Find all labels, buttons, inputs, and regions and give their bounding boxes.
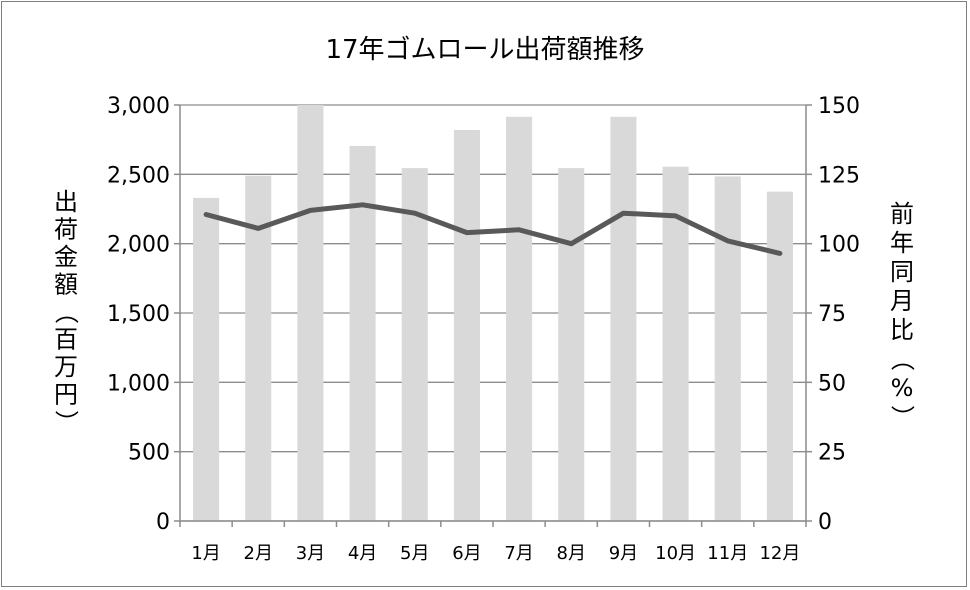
x-tick-label: 6月 <box>452 543 481 564</box>
right-tick-label: 125 <box>818 163 860 188</box>
bar-series <box>193 105 793 522</box>
left-axis-tick-labels: 0 500 1,000 1,500 2,000 2,500 3,000 <box>107 94 170 535</box>
series-line <box>203 202 783 256</box>
axis-label-char: ） <box>888 405 916 429</box>
x-tick-label: 12月 <box>759 543 800 564</box>
axis-label-char: 円 <box>54 381 78 409</box>
axes <box>174 104 812 527</box>
gridlines <box>180 104 806 522</box>
right-axis-tick-labels: 0 25 50 75 100 125 150 <box>818 94 860 535</box>
bar <box>453 129 480 521</box>
right-tick-label: 150 <box>818 94 860 119</box>
bar <box>714 176 741 521</box>
bar <box>401 168 428 522</box>
axis-label-char: 万 <box>54 353 78 381</box>
x-axis-tick-labels: 1月 2月 3月 4月 5月 6月 7月 8月 9月 10月 11月 12月 <box>191 543 800 564</box>
x-tick-label: 1月 <box>191 543 220 564</box>
right-tick-label: 75 <box>818 302 846 327</box>
right-tick-label: 50 <box>818 371 846 396</box>
right-tick-label: 25 <box>818 441 846 466</box>
x-tick-label: 5月 <box>400 543 429 564</box>
left-tick-label: 1,000 <box>107 371 170 396</box>
x-tick-label: 8月 <box>557 543 586 564</box>
axis-label-char: （ <box>888 347 916 371</box>
bar <box>558 168 585 522</box>
bar <box>193 197 220 521</box>
bar <box>245 175 272 521</box>
axis-label-char: 額 <box>54 271 78 299</box>
left-tick-label: 1,500 <box>107 302 170 327</box>
axis-label-char: 前 <box>890 200 914 228</box>
axis-label-char: 出 <box>54 188 78 216</box>
left-tick-label: 500 <box>128 441 170 466</box>
x-tick-label: 9月 <box>609 543 638 564</box>
axis-label-char: % <box>891 374 914 402</box>
axis-label-char: 荷 <box>54 216 78 244</box>
axis-label-char: 百 <box>54 326 78 354</box>
bar <box>662 166 689 521</box>
x-tick-label: 7月 <box>504 543 533 564</box>
axis-label-char: （ <box>52 300 80 324</box>
bar <box>506 116 533 521</box>
axis-label-char: 月 <box>890 287 914 315</box>
left-tick-label: 0 <box>156 510 170 535</box>
axis-label-char: 年 <box>890 229 914 257</box>
axis-label-char: 同 <box>890 258 914 286</box>
bar <box>766 191 793 521</box>
chart-title: 17年ゴムロール出荷額推移 <box>325 35 644 65</box>
axis-label-char: 金 <box>54 243 78 271</box>
left-tick-label: 2,500 <box>107 163 170 188</box>
x-tick-label: 2月 <box>244 543 273 564</box>
right-tick-label: 100 <box>818 233 860 258</box>
line-series <box>203 202 783 256</box>
bar <box>297 105 324 521</box>
x-tick-label: 11月 <box>707 543 748 564</box>
axis-label-char: 比 <box>890 316 914 344</box>
bar <box>610 116 637 521</box>
bar <box>349 145 376 521</box>
x-tick-label: 3月 <box>296 543 325 564</box>
right-tick-label: 0 <box>818 510 832 535</box>
x-tick-label: 10月 <box>655 543 696 564</box>
x-tick-label: 4月 <box>348 543 377 564</box>
axis-label-char: ） <box>52 410 80 434</box>
left-tick-label: 3,000 <box>107 94 170 119</box>
left-tick-label: 2,000 <box>107 233 170 258</box>
